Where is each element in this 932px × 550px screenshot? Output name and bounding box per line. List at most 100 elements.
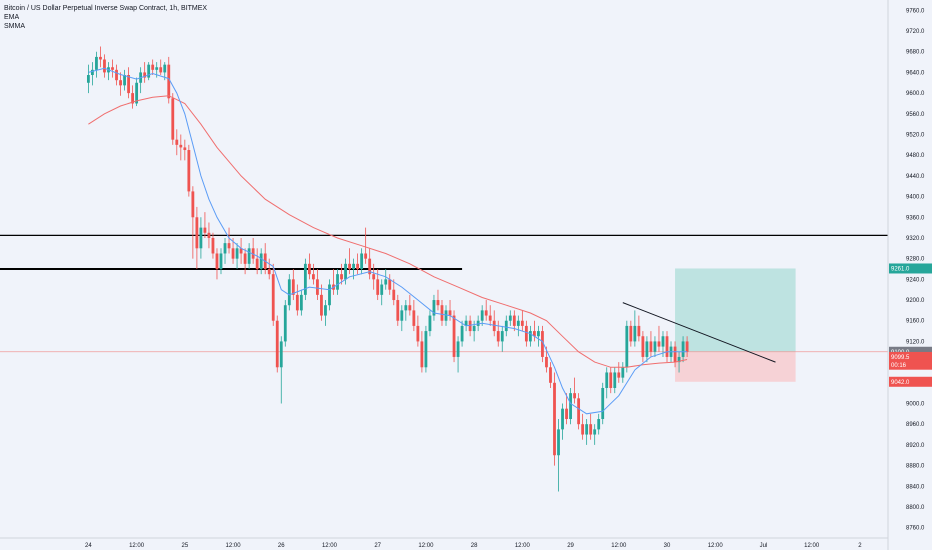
- smma-line: [88, 95, 688, 368]
- price-badge-label: 9042.0: [891, 380, 910, 386]
- candle-up: [569, 393, 572, 420]
- price-tick-label: 9480.0: [906, 153, 925, 159]
- candle-down: [533, 331, 536, 337]
- candle-down: [239, 248, 243, 254]
- ema-legend-label[interactable]: EMA: [4, 14, 20, 21]
- time-tick-label: 28: [471, 543, 478, 549]
- candle-up: [155, 67, 159, 70]
- time-tick-label: 12:00: [515, 543, 531, 549]
- candle-up: [557, 429, 560, 456]
- candle-up: [336, 274, 339, 290]
- ema-line: [88, 67, 688, 415]
- candle-up: [613, 372, 617, 388]
- candle-down: [368, 258, 372, 275]
- horizontal-lines: [0, 234, 888, 353]
- price-badge: [889, 376, 932, 387]
- time-tick-label: 12:00: [708, 543, 724, 549]
- candle-up: [199, 227, 203, 249]
- trendline: [622, 302, 776, 363]
- candle-down: [581, 424, 585, 435]
- candle-down: [183, 147, 187, 151]
- candle-down: [553, 382, 556, 456]
- time-axis[interactable]: 24 12:00 25 12:00 26 12:00 27 12:00 28 12:00 29 12:…: [0, 537, 888, 549]
- candle-down: [312, 274, 315, 280]
- candle-down: [452, 315, 456, 357]
- candle-up: [681, 341, 685, 357]
- price-tick-label: 9000.0: [906, 402, 925, 408]
- candle-down: [175, 139, 179, 145]
- candle-up: [287, 279, 291, 306]
- candle-up: [601, 387, 605, 420]
- candle-down: [412, 310, 416, 326]
- candle-up: [404, 305, 408, 311]
- candle-down: [524, 325, 528, 342]
- time-tick-label: 12:00: [611, 543, 627, 549]
- time-tick-label: 2: [858, 543, 862, 549]
- price-tick-label: 9120.0: [906, 339, 925, 345]
- candle-down: [103, 59, 106, 73]
- smma-legend-label[interactable]: SMMA: [4, 23, 25, 30]
- candle-down: [629, 325, 633, 342]
- candle-up: [476, 320, 480, 326]
- candle-down: [657, 341, 661, 347]
- candle-up: [537, 331, 540, 337]
- candle-down: [320, 294, 323, 316]
- candle-up: [360, 253, 364, 269]
- chart-legend: Bitcoin / US Dollar Perpetual Inverse Sw…: [4, 4, 207, 31]
- time-tick-label: Jul: [760, 543, 768, 549]
- time-tick-label: 30: [664, 543, 671, 549]
- candle-down: [127, 75, 130, 94]
- candle-up: [444, 310, 448, 321]
- symbol-title[interactable]: Bitcoin / US Dollar Perpetual Inverse Sw…: [4, 5, 208, 12]
- time-tick-label: 12:00: [804, 543, 820, 549]
- candle-down: [119, 80, 122, 86]
- candle-down: [159, 67, 163, 73]
- candle-down: [637, 325, 641, 337]
- price-tick-label: 9200.0: [906, 298, 925, 304]
- candle-down: [649, 341, 653, 352]
- candle-up: [561, 408, 564, 430]
- time-tick-label: 24: [85, 543, 92, 549]
- candle-down: [496, 331, 500, 342]
- candle-down: [673, 346, 677, 363]
- candle-up: [464, 320, 468, 326]
- candle-up: [597, 419, 601, 430]
- candle-up: [259, 253, 263, 269]
- price-tick-label: 9600.0: [906, 91, 925, 97]
- candle-down: [231, 248, 235, 259]
- candle-up: [661, 336, 665, 347]
- candle-down: [348, 263, 351, 269]
- price-tick-label: 9400.0: [906, 195, 925, 201]
- candle-up: [516, 320, 520, 326]
- candle-down: [271, 274, 275, 321]
- price-tick-label: 9680.0: [906, 50, 925, 56]
- candle-up: [424, 331, 428, 368]
- candle-up: [621, 367, 625, 378]
- candle-up: [123, 75, 126, 86]
- time-tick-label: 26: [278, 543, 285, 549]
- candle-up: [279, 341, 283, 368]
- candle-down: [211, 237, 215, 254]
- candle-up: [299, 294, 303, 311]
- candle-up: [500, 331, 504, 342]
- candle-down: [203, 227, 207, 233]
- candle-down: [111, 67, 114, 70]
- candle-up: [428, 315, 432, 332]
- candle-down: [436, 300, 440, 306]
- candle-down: [468, 320, 472, 332]
- candle-up: [645, 341, 649, 357]
- price-badge-label: 00:16: [891, 363, 907, 369]
- candle-down: [685, 341, 689, 352]
- candle-up: [480, 310, 484, 321]
- candle-up: [235, 248, 239, 259]
- candle-down: [291, 279, 295, 295]
- candle-down: [251, 248, 255, 259]
- candle-down: [589, 424, 593, 435]
- time-tick-label: 12:00: [226, 543, 242, 549]
- candle-down: [617, 372, 621, 378]
- candle-up: [86, 75, 90, 83]
- price-axis[interactable]: 8760.0 8800.0 8840.0 8880.0 8920.0 8960.0 9000…: [887, 0, 925, 550]
- candle-up: [324, 305, 327, 316]
- candle-down: [573, 393, 576, 399]
